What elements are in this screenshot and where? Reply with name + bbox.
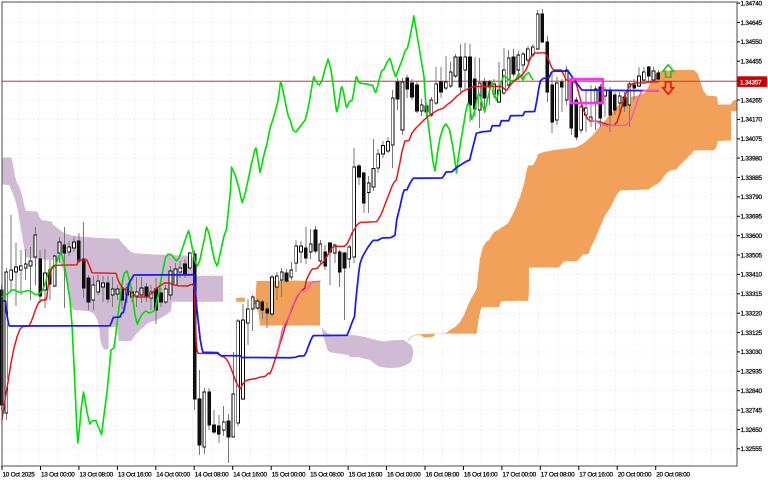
svg-text:1.34075: 1.34075 (741, 136, 763, 143)
svg-text:20 Oct 00:00: 20 Oct 00:00 (618, 472, 652, 479)
svg-text:14 Oct 00:00: 14 Oct 00:00 (156, 472, 190, 479)
svg-text:1.33980: 1.33980 (741, 155, 763, 162)
svg-text:1.33125: 1.33125 (741, 330, 763, 337)
svg-text:1.34357: 1.34357 (740, 79, 762, 86)
svg-text:13 Oct 08:00: 13 Oct 08:00 (79, 472, 113, 479)
svg-text:1.34265: 1.34265 (741, 97, 763, 104)
svg-text:13 Oct 00:00: 13 Oct 00:00 (41, 472, 75, 479)
svg-text:10 Oct 2025: 10 Oct 2025 (3, 472, 36, 479)
svg-text:1.33695: 1.33695 (741, 214, 763, 221)
svg-text:1.33885: 1.33885 (741, 175, 763, 182)
svg-text:16 Oct 16:00: 16 Oct 16:00 (464, 472, 498, 479)
svg-text:1.33220: 1.33220 (741, 311, 763, 318)
svg-text:1.32745: 1.32745 (741, 407, 763, 414)
svg-text:1.33505: 1.33505 (741, 252, 763, 259)
svg-text:1.33030: 1.33030 (741, 349, 763, 356)
svg-text:1.33410: 1.33410 (741, 272, 763, 279)
svg-text:15 Oct 08:00: 15 Oct 08:00 (310, 472, 344, 479)
svg-text:1.34740: 1.34740 (741, 0, 763, 7)
svg-text:14 Oct 08:00: 14 Oct 08:00 (195, 472, 229, 479)
svg-text:15 Oct 16:00: 15 Oct 16:00 (349, 472, 383, 479)
svg-text:17 Oct 08:00: 17 Oct 08:00 (541, 472, 575, 479)
svg-text:16 Oct 08:00: 16 Oct 08:00 (426, 472, 460, 479)
svg-text:1.32650: 1.32650 (741, 427, 763, 434)
svg-text:1.33315: 1.33315 (741, 291, 763, 298)
svg-text:14 Oct 16:00: 14 Oct 16:00 (233, 472, 267, 479)
svg-text:13 Oct 16:00: 13 Oct 16:00 (118, 472, 152, 479)
svg-text:17 Oct 00:00: 17 Oct 00:00 (502, 472, 536, 479)
svg-text:15 Oct 00:00: 15 Oct 00:00 (272, 472, 306, 479)
svg-text:16 Oct 00:00: 16 Oct 00:00 (387, 472, 421, 479)
svg-text:1.34170: 1.34170 (741, 117, 763, 124)
svg-text:1.34550: 1.34550 (741, 39, 763, 46)
svg-text:1.32555: 1.32555 (741, 446, 763, 453)
svg-text:1.33790: 1.33790 (741, 194, 763, 201)
svg-text:1.32935: 1.32935 (741, 369, 763, 376)
svg-text:20 Oct 08:00: 20 Oct 08:00 (656, 472, 690, 479)
svg-text:1.34645: 1.34645 (741, 20, 763, 27)
svg-text:1.32840: 1.32840 (741, 388, 763, 395)
svg-text:1.34455: 1.34455 (741, 59, 763, 66)
svg-text:17 Oct 16:00: 17 Oct 16:00 (579, 472, 613, 479)
svg-text:1.33600: 1.33600 (741, 233, 763, 240)
